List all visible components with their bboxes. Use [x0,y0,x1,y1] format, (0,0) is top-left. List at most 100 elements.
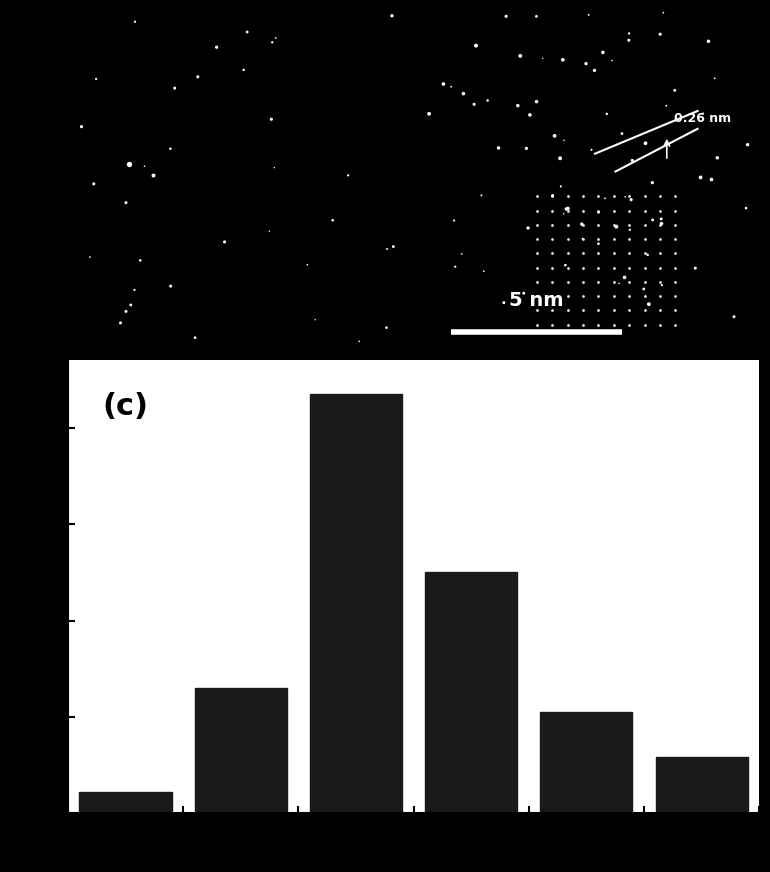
Point [120,304,132,318]
Point [610,220,622,234]
Point [531,232,543,246]
Point [189,330,201,344]
Point [623,261,635,275]
Point [588,64,601,78]
Point [655,212,668,226]
Point [646,175,658,189]
Point [129,283,141,296]
Point [705,173,718,187]
Point [265,112,277,126]
Point [654,232,666,246]
Point [437,77,450,91]
Point [561,317,574,331]
Point [511,99,524,112]
Point [577,261,589,275]
Point [654,275,666,289]
Point [608,232,620,246]
Point [492,140,504,154]
Point [449,260,461,274]
Point [623,303,635,317]
Point [164,142,176,156]
Point [669,204,681,218]
Point [592,204,604,218]
Point [655,216,668,230]
Point [740,201,752,215]
Point [219,235,231,249]
Y-axis label: 分数（%）: 分数（%） [4,545,28,629]
Point [493,141,505,155]
Point [577,204,589,218]
Point [309,313,321,327]
Point [623,290,635,303]
Point [654,189,666,203]
Point [210,40,223,54]
Point [560,202,572,216]
Point [580,57,592,71]
Point [561,232,574,246]
Point [353,334,366,348]
Point [301,258,313,272]
Point [577,189,589,203]
Point [638,261,651,275]
Point [623,204,635,218]
Point [626,153,638,167]
Point [577,232,589,246]
Point [470,38,482,52]
Point [577,247,589,261]
Point [522,221,534,235]
Point [599,192,611,206]
Point [592,290,604,303]
Point [638,204,651,218]
Point [445,79,457,93]
Point [616,126,628,140]
Point [559,258,571,272]
Point [656,278,668,292]
Point [531,317,543,331]
Point [654,204,666,218]
Point [386,9,398,23]
Point [481,93,494,107]
Point [601,107,613,121]
Point [654,247,666,261]
Point [592,206,604,220]
Point [531,204,543,218]
Point [702,34,715,48]
Point [531,218,543,232]
Point [669,275,681,289]
Point [557,53,569,67]
Point [669,261,681,275]
Text: (c): (c) [102,392,149,421]
X-axis label: 尺寸（nm）: 尺寸（nm） [363,844,464,868]
Point [554,152,566,166]
Point [561,204,574,218]
Point [468,98,480,112]
Point [728,310,740,324]
Point [689,262,701,276]
Point [115,316,127,330]
Point [562,201,574,215]
Point [561,290,574,303]
Point [123,158,136,172]
Point [577,317,589,331]
Point [546,290,558,303]
Point [380,321,393,335]
Point [606,53,618,67]
Point [456,247,468,261]
Point [531,247,543,261]
Bar [195,688,286,814]
Point [638,317,651,331]
Point [521,141,533,155]
Point [638,247,651,261]
Point [547,188,559,202]
Point [638,290,651,303]
Point [517,286,530,300]
Point [531,189,543,203]
Point [75,119,88,133]
Point [326,214,339,228]
Point [387,240,400,254]
Point [546,317,558,331]
Point [546,303,558,317]
Point [623,247,635,261]
Point [708,72,721,85]
Point [647,213,659,227]
